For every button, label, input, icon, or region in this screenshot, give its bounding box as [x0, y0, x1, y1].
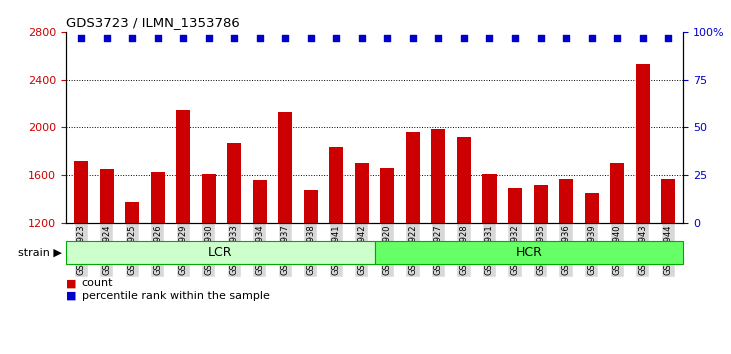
Point — [382, 35, 393, 40]
Point — [586, 35, 597, 40]
Bar — [151, 172, 164, 354]
Point — [305, 35, 317, 40]
Point — [356, 35, 368, 40]
Bar — [304, 190, 318, 354]
Point — [254, 35, 265, 40]
Bar — [406, 132, 420, 354]
Text: GDS3723 / ILMN_1353786: GDS3723 / ILMN_1353786 — [66, 16, 240, 29]
Point — [662, 35, 674, 40]
Text: strain ▶: strain ▶ — [18, 248, 62, 258]
Bar — [636, 64, 650, 354]
Bar — [227, 143, 241, 354]
Point — [75, 35, 87, 40]
Point — [178, 35, 189, 40]
Bar — [355, 163, 369, 354]
Point — [330, 35, 342, 40]
Text: count: count — [82, 278, 113, 288]
Bar — [534, 185, 548, 354]
Point — [534, 35, 546, 40]
Point — [152, 35, 164, 40]
Text: percentile rank within the sample: percentile rank within the sample — [82, 291, 270, 301]
Bar — [74, 161, 88, 354]
Bar — [330, 147, 344, 354]
Point — [228, 35, 240, 40]
Point — [407, 35, 419, 40]
Point — [560, 35, 572, 40]
Bar — [380, 168, 395, 354]
Point — [484, 35, 496, 40]
Bar — [585, 193, 599, 354]
Bar — [279, 112, 292, 354]
Bar — [431, 129, 445, 354]
Point — [510, 35, 521, 40]
FancyBboxPatch shape — [375, 241, 683, 264]
Bar — [176, 109, 190, 354]
Bar — [661, 179, 675, 354]
Bar — [99, 169, 113, 354]
Point — [637, 35, 648, 40]
Point — [458, 35, 470, 40]
Point — [433, 35, 444, 40]
Bar — [202, 174, 216, 354]
Point — [101, 35, 113, 40]
Point — [126, 35, 138, 40]
Text: HCR: HCR — [515, 246, 542, 259]
Point — [611, 35, 623, 40]
Bar — [457, 137, 471, 354]
Bar — [253, 180, 267, 354]
FancyBboxPatch shape — [66, 241, 375, 264]
Bar — [125, 201, 139, 354]
Text: ■: ■ — [66, 291, 76, 301]
Text: LCR: LCR — [208, 246, 232, 259]
Bar — [508, 188, 522, 354]
Bar — [482, 174, 496, 354]
Bar — [559, 179, 573, 354]
Point — [279, 35, 291, 40]
Bar — [610, 163, 624, 354]
Text: ■: ■ — [66, 278, 76, 288]
Point — [203, 35, 215, 40]
